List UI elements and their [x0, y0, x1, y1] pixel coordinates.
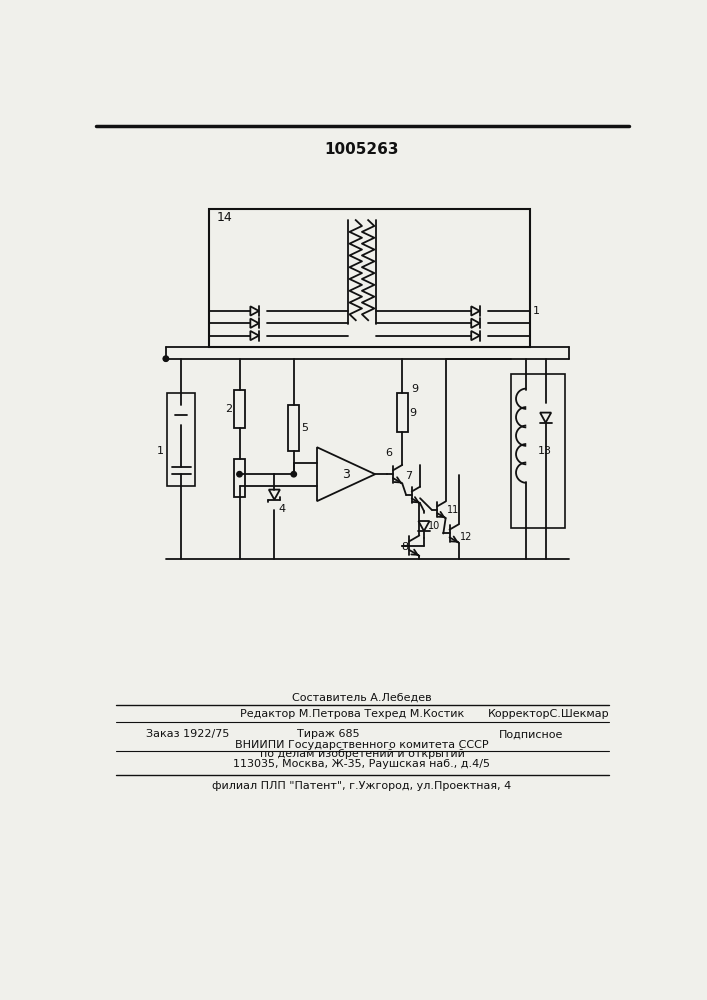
Polygon shape [540, 413, 551, 423]
Text: 9: 9 [411, 384, 419, 394]
Circle shape [163, 356, 168, 361]
Polygon shape [269, 490, 280, 500]
Text: 8: 8 [401, 542, 408, 552]
Text: по делам изобретений и открытий: по делам изобретений и открытий [259, 749, 464, 759]
Bar [288, 405, 299, 451]
Bar [234, 459, 245, 497]
Bar [209, 209, 530, 347]
Text: 9: 9 [409, 408, 416, 418]
Text: 10: 10 [428, 521, 440, 531]
Polygon shape [250, 306, 259, 316]
Text: 7: 7 [405, 471, 412, 481]
Bar [510, 374, 565, 528]
Text: Заказ 1922/75: Заказ 1922/75 [146, 729, 230, 739]
Text: 1: 1 [533, 306, 540, 316]
Circle shape [237, 472, 243, 477]
Polygon shape [250, 331, 259, 340]
Text: 1005263: 1005263 [325, 142, 399, 157]
Text: КорректорС.Шекмар: КорректорС.Шекмар [488, 709, 609, 719]
Text: 4: 4 [279, 504, 286, 514]
Text: 6: 6 [385, 448, 392, 458]
Polygon shape [176, 405, 187, 415]
Text: 3: 3 [342, 468, 350, 481]
Polygon shape [317, 447, 375, 501]
Text: 12: 12 [460, 532, 473, 542]
Text: 2: 2 [226, 404, 233, 414]
Text: ВНИИПИ Государственного комитета СССР: ВНИИПИ Государственного комитета СССР [235, 740, 489, 750]
Text: Редактор М.Петрова Техред М.Костик: Редактор М.Петрова Техред М.Костик [240, 709, 464, 719]
Polygon shape [472, 319, 480, 328]
Text: 1: 1 [158, 446, 164, 456]
Bar [168, 393, 195, 486]
Polygon shape [472, 306, 480, 316]
Polygon shape [419, 521, 429, 531]
Text: 11: 11 [448, 505, 460, 515]
Text: 14: 14 [216, 211, 232, 224]
Circle shape [163, 356, 168, 361]
Polygon shape [250, 319, 259, 328]
Text: Составитель А.Лебедев: Составитель А.Лебедев [292, 692, 432, 702]
Text: Тираж 685: Тираж 685 [298, 729, 360, 739]
Text: 13: 13 [538, 446, 552, 456]
Text: 5: 5 [300, 423, 308, 433]
Bar [397, 393, 408, 432]
Text: филиал ПЛП "Патент", г.Ужгород, ул.Проектная, 4: филиал ПЛП "Патент", г.Ужгород, ул.Проек… [212, 781, 512, 791]
Text: 113035, Москва, Ж-35, Раушская наб., д.4/5: 113035, Москва, Ж-35, Раушская наб., д.4… [233, 759, 491, 769]
Bar [234, 389, 245, 428]
Circle shape [291, 472, 296, 477]
Text: Подписное: Подписное [499, 729, 563, 739]
Polygon shape [472, 331, 480, 340]
